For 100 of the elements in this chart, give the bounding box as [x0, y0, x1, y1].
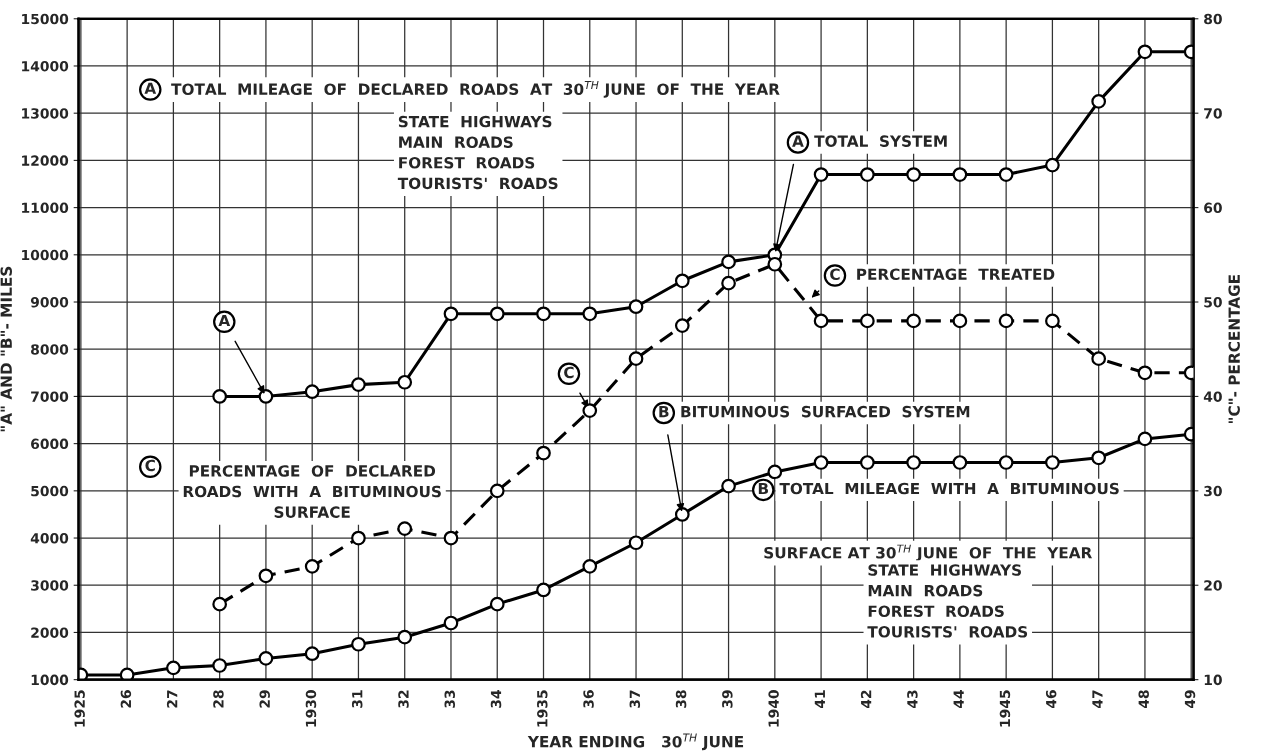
point — [397, 521, 413, 536]
x-tick-label: 26 — [120, 690, 132, 708]
y-tick-label: 13000 — [22, 108, 69, 119]
annotation: A — [144, 82, 157, 94]
point — [351, 377, 366, 392]
x-tick-label: 34 — [490, 690, 502, 708]
y2-tick-label: 10 — [1204, 674, 1222, 686]
point — [628, 299, 644, 315]
y-tick-label: 11000 — [22, 202, 69, 214]
point — [212, 596, 228, 612]
point — [1045, 313, 1060, 329]
point — [906, 313, 921, 329]
point — [489, 306, 505, 322]
y-tick-label: 10000 — [22, 249, 69, 261]
point — [628, 535, 644, 551]
x-tick-label: 32 — [398, 690, 409, 708]
y2-tick-label: 20 — [1204, 580, 1222, 591]
annotation: PERCENTAGE OF DECLARED ROADS WITH A BITUMINOUS SURFACE — [183, 465, 441, 518]
point — [859, 167, 875, 182]
x-tick-label: 43 — [907, 690, 918, 709]
point — [998, 167, 1014, 182]
x-tick-label: 47 — [1092, 690, 1103, 709]
point — [674, 507, 690, 522]
point — [304, 646, 320, 662]
x-tick-label: 28 — [213, 690, 224, 708]
y-tick-label: 4000 — [30, 533, 69, 544]
annotation: C — [145, 459, 155, 472]
point — [1045, 455, 1060, 470]
point — [1091, 94, 1107, 109]
point — [674, 318, 690, 333]
point — [351, 636, 366, 652]
point — [952, 313, 968, 329]
point — [767, 256, 783, 272]
annotation: C — [830, 268, 840, 281]
y-tick-label: 9000 — [30, 296, 69, 308]
x-tick-label: 1930 — [305, 690, 317, 727]
y2-axis-title: "C"- PERCENTAGE — [1228, 275, 1240, 424]
point — [813, 167, 829, 182]
point — [536, 445, 551, 461]
point — [952, 167, 968, 182]
annotation: PERCENTAGE TREATED — [857, 268, 1055, 281]
x-tick-label: 27 — [166, 690, 178, 708]
y-tick-label: 2000 — [31, 627, 69, 638]
point — [721, 275, 736, 291]
y-tick-label: 12000 — [22, 155, 69, 166]
annotation: STATE HIGHWAYS MAIN ROADS FOREST ROADS TOURISTS' ROADS — [397, 115, 558, 190]
annotation: A — [218, 314, 231, 327]
x-tick-label: 41 — [814, 690, 825, 709]
point — [998, 455, 1014, 470]
point — [489, 483, 505, 499]
y-tick-label: 15000 — [22, 13, 69, 25]
y-axis-title: "A" AND "B"- MILES — [0, 266, 12, 432]
point — [443, 615, 459, 631]
point — [1091, 351, 1107, 367]
y2-tick-label: 80 — [1204, 13, 1222, 25]
point — [906, 167, 921, 182]
point — [212, 658, 228, 673]
x-tick-label: 33 — [444, 690, 456, 708]
annotation: B — [758, 482, 769, 495]
point — [304, 384, 320, 400]
x-tick-label: 29 — [259, 690, 270, 708]
point — [906, 455, 921, 470]
annotation: TOTAL MILEAGE OF DECLARED ROADS AT 30$^{TH}$ JUNE OF THE YEAR — [171, 81, 780, 98]
point — [397, 374, 413, 390]
point — [582, 403, 598, 418]
point — [813, 455, 829, 470]
point — [721, 254, 736, 270]
point — [952, 455, 968, 470]
point — [767, 464, 783, 480]
point — [1137, 365, 1153, 381]
point — [674, 273, 690, 289]
annotation: TOTAL MILEAGE WITH A BITUMINOUS — [779, 482, 1119, 495]
point — [1045, 157, 1060, 173]
y2-tick-label: 40 — [1203, 391, 1222, 402]
point — [351, 530, 366, 546]
y-tick-label: 7000 — [31, 391, 69, 402]
point — [859, 313, 875, 329]
x-tick-label: 48 — [1138, 690, 1149, 709]
point — [1137, 431, 1153, 447]
point — [813, 313, 829, 329]
x-tick-label: 46 — [1045, 690, 1057, 709]
point — [212, 389, 228, 404]
x-tick-label: 1925 — [74, 690, 85, 727]
point — [397, 629, 413, 645]
point — [443, 530, 459, 546]
y-tick-label: 14000 — [22, 60, 69, 72]
point — [582, 306, 598, 322]
x-tick-label: 38 — [675, 690, 687, 708]
x-tick-label: 31 — [351, 690, 363, 708]
point — [1137, 44, 1153, 60]
x-tick-label: 44 — [953, 690, 964, 709]
point — [721, 478, 736, 494]
point — [489, 596, 505, 612]
point — [1091, 450, 1107, 466]
point — [859, 455, 875, 470]
point — [582, 559, 598, 574]
x-tick-label: 36 — [583, 690, 594, 708]
annotation: C — [564, 366, 574, 379]
annotation: B — [659, 406, 669, 418]
y2-tick-label: 30 — [1204, 485, 1222, 497]
